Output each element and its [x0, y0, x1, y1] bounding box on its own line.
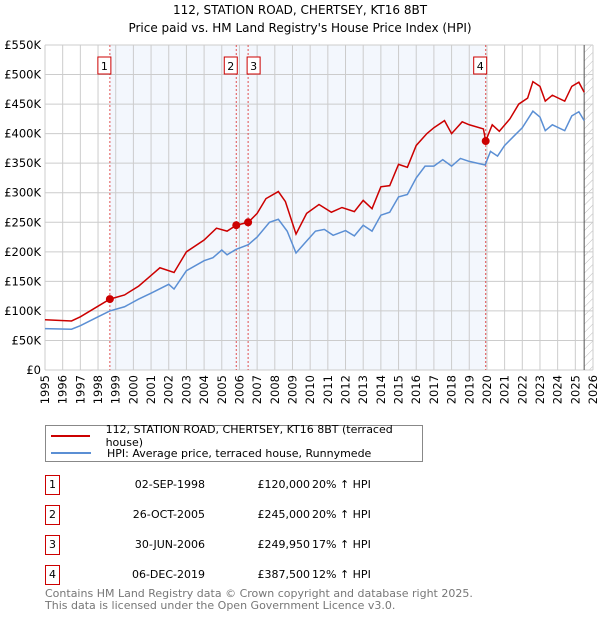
blue-line-swatch [51, 452, 91, 454]
y-tick-label: £500K [4, 68, 41, 82]
y-tick-label: £300K [4, 186, 41, 200]
x-tick-label: 2002 [162, 375, 176, 404]
x-tick-label: 2007 [250, 375, 264, 404]
chart-subtitle: Price paid vs. HM Land Registry's House … [128, 21, 471, 35]
sale-hpi-diff: 12% ↑ HPI [312, 568, 371, 581]
hatched-forecast-region [584, 45, 593, 370]
footer: Contains HM Land Registry data © Crown c… [45, 588, 473, 612]
x-tick-label: 2018 [445, 375, 459, 404]
x-tick-label: 2000 [126, 375, 140, 404]
x-tick-label: 1999 [109, 375, 123, 404]
legend-item-hpi: HPI: Average price, terraced house, Runn… [46, 445, 371, 461]
x-tick-label: 2009 [285, 375, 299, 404]
y-tick-label: £150K [4, 274, 41, 288]
y-tick-label: £100K [4, 304, 41, 318]
series-line [44, 110, 585, 330]
x-tick-label: 2012 [339, 375, 353, 404]
sale-label-box [473, 56, 488, 75]
x-tick-label: 2020 [480, 375, 494, 404]
x-tick-label: 2017 [427, 375, 441, 404]
x-tick-label: 2026 [586, 375, 600, 404]
legend: 112, STATION ROAD, CHERTSEY, KT16 8BT (t… [45, 423, 423, 462]
x-tick-label: 2001 [144, 375, 158, 404]
sale-number: 1 [45, 475, 60, 495]
table-row: 3 30-JUN-2006 £249,950 17% ↑ HPI [45, 535, 465, 555]
x-tick-label: 2025 [568, 375, 582, 404]
legend-label: HPI: Average price, terraced house, Runn… [107, 446, 372, 460]
sale-number: 3 [45, 535, 60, 555]
sale-date: 02-SEP-1998 [134, 478, 205, 491]
sale-hpi-diff: 20% ↑ HPI [312, 508, 371, 521]
x-tick-label: 2015 [392, 375, 406, 404]
sale-label: 3 [250, 60, 257, 73]
table-row: 1 02-SEP-1998 £120,000 20% ↑ HPI [45, 475, 465, 495]
y-tick-label: £350K [4, 156, 41, 170]
x-tick-label: 2022 [515, 375, 529, 404]
sale-price: £387,500 [257, 568, 311, 581]
x-tick-label: 2006 [232, 375, 246, 404]
y-tick-label: £200K [4, 245, 41, 259]
sale-label: 4 [477, 60, 484, 73]
y-tick-label: £550K [4, 38, 41, 52]
sale-point [232, 221, 241, 230]
x-tick-label: 2011 [321, 375, 335, 404]
x-tick-label: 2010 [303, 375, 317, 404]
y-tick-label: £450K [4, 97, 41, 111]
y-tick-label: £250K [4, 215, 41, 229]
sale-label: 2 [227, 60, 234, 73]
x-tick-label: 2014 [374, 375, 388, 404]
sale-date: 26-OCT-2005 [132, 508, 205, 521]
y-tick-label: £400K [4, 127, 41, 141]
table-row: 2 26-OCT-2005 £245,000 20% ↑ HPI [45, 505, 465, 525]
legend-label: 112, STATION ROAD, CHERTSEY, KT16 8BT (t… [105, 423, 393, 449]
sale-hpi-diff: 20% ↑ HPI [312, 478, 371, 491]
sale-label-box [223, 56, 238, 75]
red-line-swatch [51, 435, 90, 437]
x-tick-label: 2023 [533, 375, 547, 404]
y-tick-label: £0 [26, 363, 41, 377]
sale-label-box [97, 56, 112, 75]
chart-title: 112, STATION ROAD, CHERTSEY, KT16 8BT [173, 3, 428, 17]
x-tick-label: 2019 [462, 375, 476, 404]
x-tick-label: 2013 [356, 375, 370, 404]
sale-number: 2 [45, 505, 60, 525]
y-tick-label: £50K [12, 333, 42, 347]
x-tick-label: 2008 [268, 375, 282, 404]
x-tick-label: 2016 [409, 375, 423, 404]
footer-line: This data is licensed under the Open Gov… [45, 599, 396, 612]
x-tick-label: 1997 [73, 375, 87, 404]
sale-price: £120,000 [257, 478, 311, 491]
sale-date: 30-JUN-2006 [134, 538, 205, 551]
x-tick-label: 2021 [498, 375, 512, 404]
legend-item-property: 112, STATION ROAD, CHERTSEY, KT16 8BT (t… [46, 423, 422, 449]
x-tick-label: 2005 [215, 375, 229, 404]
series-line [44, 80, 585, 322]
x-tick-label: 2003 [179, 375, 193, 404]
sale-label: 1 [101, 60, 108, 73]
sale-point [105, 295, 114, 304]
sale-hpi-diff: 17% ↑ HPI [312, 538, 371, 551]
x-tick-label: 1995 [38, 375, 52, 404]
sale-label-box [246, 56, 261, 75]
price-chart: 112, STATION ROAD, CHERTSEY, KT16 8BT Pr… [4, 3, 600, 404]
sale-point [481, 137, 490, 146]
sale-price: £249,950 [257, 538, 311, 551]
sale-price: £245,000 [257, 508, 311, 521]
sale-point [244, 218, 253, 227]
x-tick-label: 2004 [197, 375, 211, 404]
footer-line: Contains HM Land Registry data © Crown c… [45, 587, 473, 600]
x-tick-label: 1998 [91, 375, 105, 404]
x-tick-label: 1996 [56, 375, 70, 404]
table-row: 4 06-DEC-2019 £387,500 12% ↑ HPI [45, 565, 465, 585]
sale-date: 06-DEC-2019 [131, 568, 205, 581]
sale-number: 4 [45, 565, 60, 585]
shaded-ownership-region [109, 45, 486, 370]
x-tick-label: 2024 [551, 375, 565, 404]
